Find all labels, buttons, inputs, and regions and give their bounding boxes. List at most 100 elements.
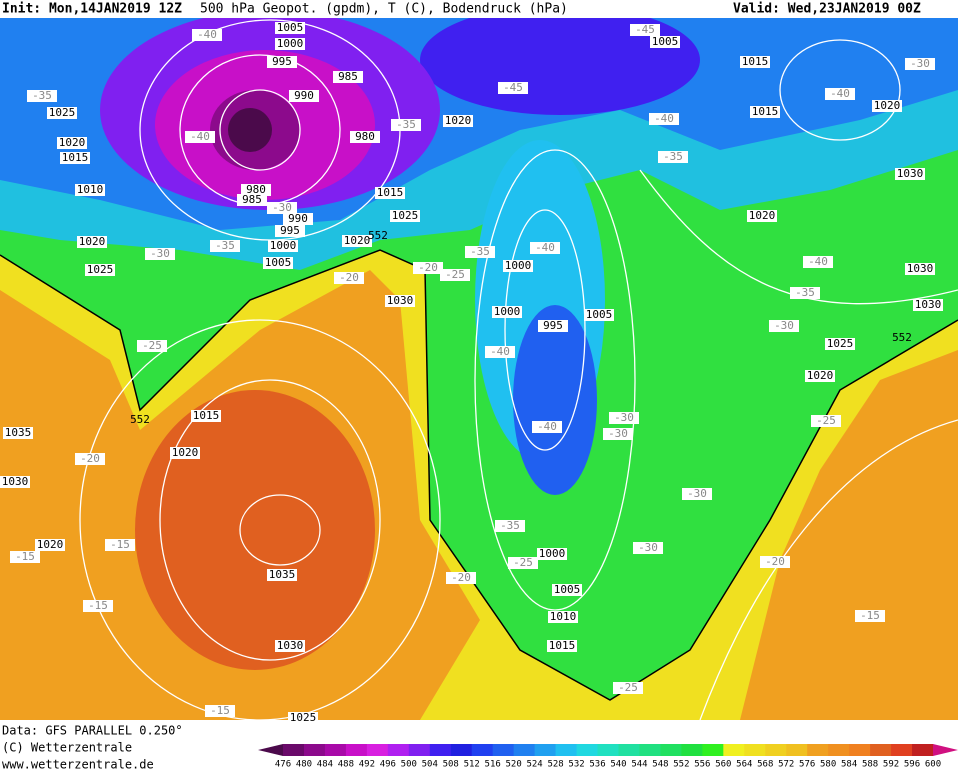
- contour-label: 552: [130, 413, 150, 426]
- temperature-label-box: [825, 88, 855, 100]
- colorbar-cell: [786, 744, 808, 756]
- isobar-label-box: [241, 184, 271, 196]
- colorbar-cell: [723, 744, 745, 756]
- temperature-label-box: [855, 610, 885, 622]
- isobar-label: 1035: [269, 568, 296, 581]
- colorbar-cell: [807, 744, 829, 756]
- temperature-label: -30: [614, 411, 634, 424]
- isobar-label: 985: [338, 70, 358, 83]
- temperature-label: -35: [500, 519, 520, 532]
- isobar-label-box: [288, 712, 318, 724]
- temperature-label: -25: [618, 681, 638, 694]
- isobar-label: 990: [294, 89, 314, 102]
- temperature-label: -40: [537, 420, 557, 433]
- isobar-label: 1010: [77, 183, 104, 196]
- temperature-label: -15: [110, 538, 130, 551]
- temperature-label-box: [613, 682, 643, 694]
- colorbar-tick-label: 484: [317, 760, 333, 770]
- colorbar-cell: [450, 744, 473, 756]
- isobar-label-box: [375, 187, 405, 199]
- isobar-label: 1030: [277, 639, 304, 652]
- temperature-label: -15: [210, 704, 230, 717]
- temperature-label: -20: [451, 571, 471, 584]
- colorbar-cell: [870, 744, 892, 756]
- isobar-label-box: [191, 410, 221, 422]
- isobar-label: 1020: [344, 234, 371, 247]
- isobar-label-box: [268, 240, 298, 252]
- temperature-label-box: [609, 412, 639, 424]
- temperature-label-box: [137, 340, 167, 352]
- cold-core: [228, 108, 272, 152]
- colorbar-tick-label: 524: [526, 760, 542, 770]
- colorbar-tick-label: 496: [380, 760, 396, 770]
- temperature-label-box: [413, 262, 443, 274]
- temperature-label-box: [658, 151, 688, 163]
- colorbar-cell: [471, 744, 494, 756]
- temperature-label-box: [465, 246, 495, 258]
- isobar-label-box: [85, 264, 115, 276]
- isobar-label-box: [237, 194, 267, 206]
- isobar-label-box: [275, 22, 305, 34]
- isobar-label-box: [747, 210, 777, 222]
- isobar-label-box: [57, 137, 87, 149]
- colorbar-cell: [639, 744, 661, 756]
- colorbar-cell: [513, 744, 536, 756]
- colorbar-cell: [492, 744, 515, 756]
- isobar-label-box: [283, 213, 313, 225]
- isobar-label-box: [825, 338, 855, 350]
- colorbar-cell: [345, 744, 368, 756]
- temperature-label-box: [27, 90, 57, 102]
- temperature-label: -15: [88, 599, 108, 612]
- isobar-label-box: [443, 115, 473, 127]
- isobar-label-box: [3, 427, 33, 439]
- colorbar-tick-label: 556: [694, 760, 710, 770]
- colorbar-cell: [576, 744, 599, 756]
- colorbar-tick-label: 600: [925, 760, 941, 770]
- colorbar-cell: [429, 744, 452, 756]
- isobar-label: 1025: [290, 711, 317, 724]
- isobar-label: 1005: [265, 256, 292, 269]
- map-title: 500 hPa Geopot. (gpdm), T (C), Bodendruc…: [200, 2, 568, 17]
- colorbar-cell: [534, 744, 557, 756]
- temperature-label: -35: [396, 118, 416, 131]
- isobar-label: 985: [242, 193, 262, 206]
- colorbar-arrow: [933, 744, 958, 756]
- isobar-label-box: [289, 90, 319, 102]
- isobar-label: 1000: [270, 239, 297, 252]
- temperature-label-box: [75, 453, 105, 465]
- isobar-label-box: [548, 611, 578, 623]
- colorbar-tick-label: 544: [631, 760, 647, 770]
- colorbar: 476 480 484 488 492 496 500 504 508 512 516 520 524 5…: [258, 744, 958, 770]
- temperature-label-box: [630, 24, 660, 36]
- temperature-label-box: [495, 520, 525, 532]
- colorbar-tick-label: 592: [883, 760, 899, 770]
- temperature-label: -40: [490, 345, 510, 358]
- colorbar-tick-label: 532: [568, 760, 584, 770]
- isobar-label-box: [650, 36, 680, 48]
- isobar-label: 1030: [897, 167, 924, 180]
- isobar-label-box: [552, 584, 582, 596]
- isobar-label: 1015: [549, 639, 576, 652]
- isobar-label: 1030: [907, 262, 934, 275]
- isobar-label: 1030: [387, 294, 414, 307]
- colorbar-tick-label: 540: [610, 760, 626, 770]
- isobar-label-box: [895, 168, 925, 180]
- temperature-label: -30: [608, 427, 628, 440]
- temperature-label: -40: [830, 87, 850, 100]
- isobar-label-box: [0, 476, 30, 488]
- colorbar-cell: [618, 744, 640, 756]
- temperature-label-box: [760, 556, 790, 568]
- isobar-label: 1015: [742, 55, 769, 68]
- temperature-label: -30: [638, 541, 658, 554]
- colorbar-cell: [555, 744, 578, 756]
- isobar-label: 1020: [59, 136, 86, 149]
- isobar-label: 1015: [752, 105, 779, 118]
- temperature-label: -25: [445, 268, 465, 281]
- temperature-label: -30: [150, 247, 170, 260]
- temperature-label-box: [145, 248, 175, 260]
- temperature-label-box: [391, 119, 421, 131]
- temperature-label-box: [267, 202, 297, 214]
- temperature-label: -40: [190, 130, 210, 143]
- temperature-label-box: [905, 58, 935, 70]
